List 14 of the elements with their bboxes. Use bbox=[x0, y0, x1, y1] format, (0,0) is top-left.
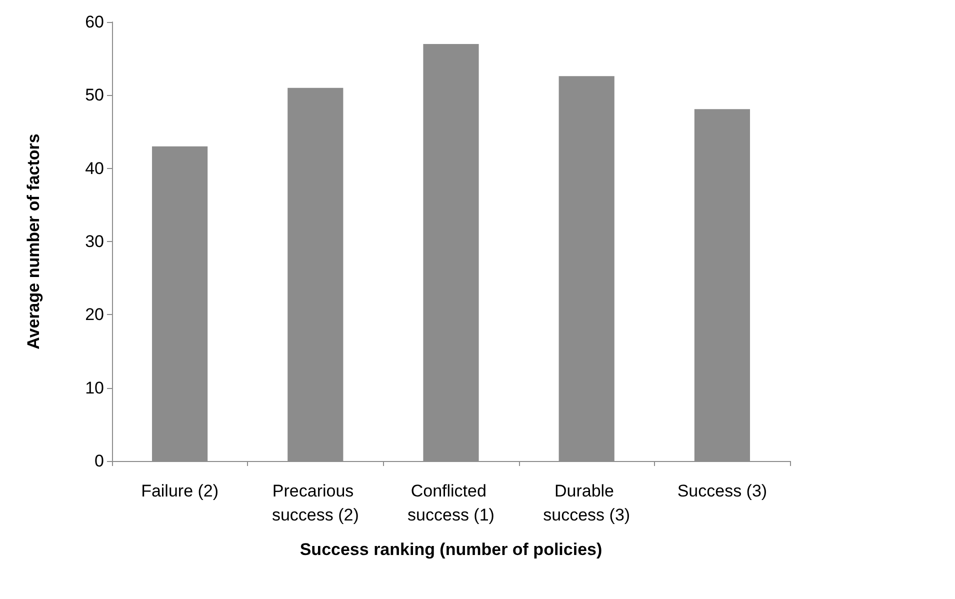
y-tick-label: 20 bbox=[85, 305, 104, 324]
y-tick-label: 40 bbox=[85, 158, 104, 178]
y-axis-title: Average number of factors bbox=[24, 134, 43, 350]
y-tick-label: 10 bbox=[85, 378, 104, 398]
x-tick-label: Success (3) bbox=[677, 482, 768, 500]
y-tick-label: 30 bbox=[85, 232, 104, 251]
y-tick-label: 60 bbox=[85, 12, 104, 32]
y-tick-label: 0 bbox=[94, 452, 104, 470]
x-tick-label: Failure (2) bbox=[141, 482, 219, 500]
y-tick-label: 50 bbox=[85, 86, 104, 105]
x-tick-label: Conflicted success (1) bbox=[408, 482, 494, 524]
x-axis-title: Success ranking (number of policies) bbox=[300, 540, 602, 559]
x-tick-label: Precarious success (2) bbox=[272, 482, 359, 524]
x-tick-label: Durable success (3) bbox=[543, 482, 630, 524]
